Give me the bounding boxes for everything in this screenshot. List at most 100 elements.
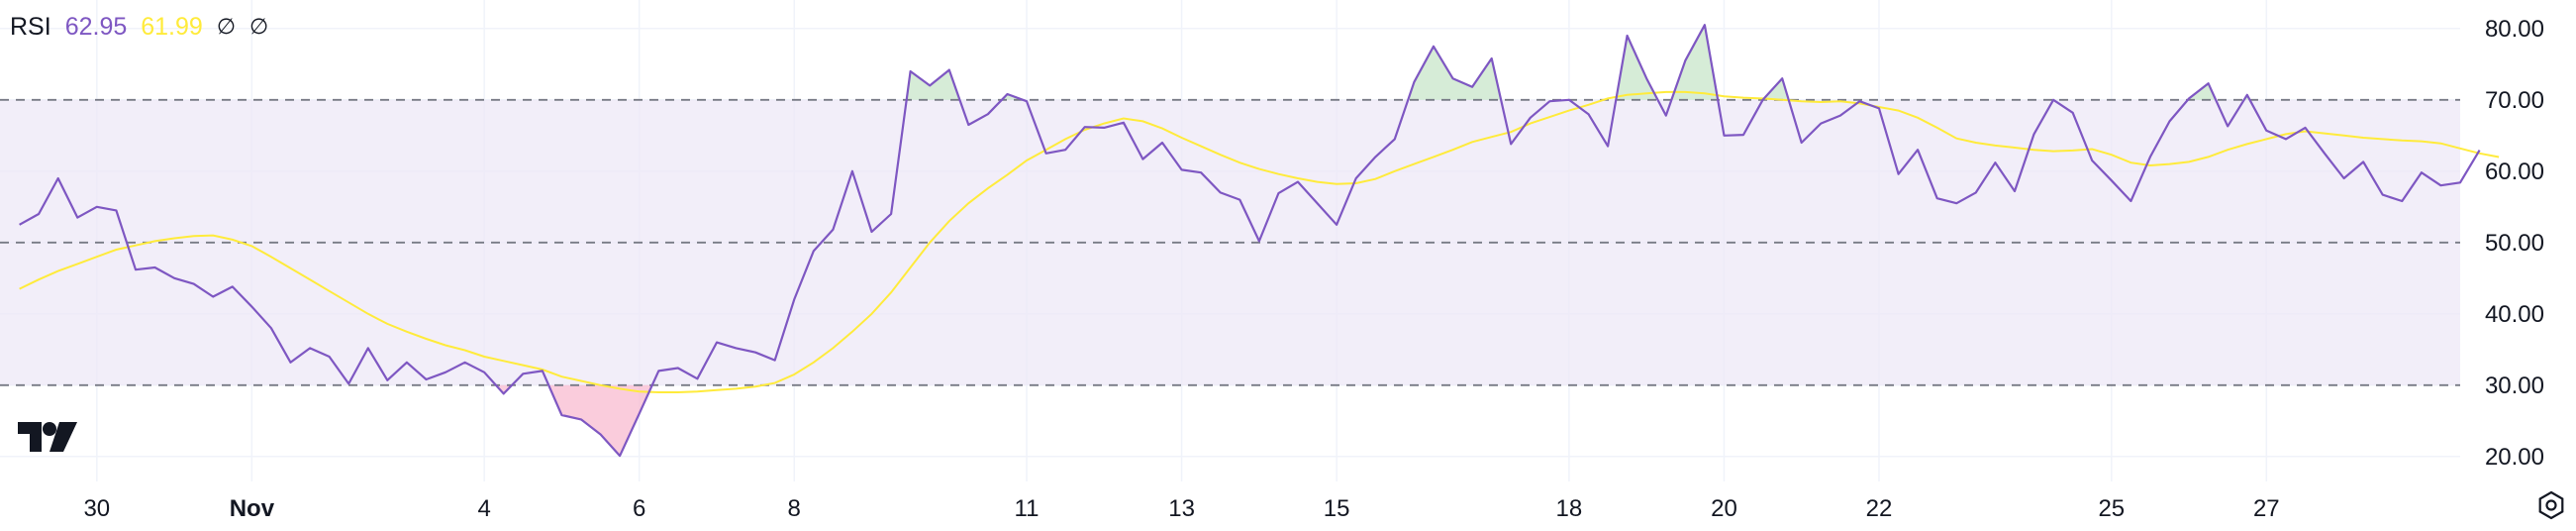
- rsi-point-76: [1490, 57, 1493, 60]
- rsi-point-107: [2091, 159, 2094, 162]
- y-tick-label-3: 50.00: [2485, 230, 2544, 257]
- y-tick-label-0: 80.00: [2485, 16, 2544, 43]
- rsi-point-126: [2459, 181, 2462, 184]
- rsi-point-79: [1548, 100, 1551, 103]
- rsi-point-27: [541, 370, 544, 372]
- rsi-point-53: [1044, 152, 1047, 155]
- rsi-point-22: [445, 371, 447, 373]
- rsi-point-6: [135, 268, 138, 271]
- rsi-point-61: [1200, 171, 1203, 174]
- y-tick-label-4: 40.00: [2485, 301, 2544, 328]
- rsi-point-51: [1006, 93, 1009, 96]
- y-axis-labels: 80.00 70.00 60.00 50.00 40.00 30.00 20.00: [2485, 16, 2544, 471]
- rsi-point-21: [425, 378, 428, 381]
- ma-current-value: 61.99: [141, 12, 203, 41]
- overbought-fill-3: [1616, 36, 1658, 100]
- rsi-point-16: [328, 356, 331, 359]
- x-tick-label-0: 30: [83, 495, 110, 522]
- rsi-point-64: [1257, 240, 1260, 243]
- rsi-point-96: [1878, 107, 1881, 110]
- rsi-point-42: [832, 228, 835, 231]
- rsi-point-112: [2188, 97, 2191, 100]
- rsi-current-value: 62.95: [64, 12, 128, 41]
- indicator-legend[interactable]: RSI 62.95 61.99 ∅ ∅: [10, 12, 268, 42]
- rsi-point-52: [1026, 100, 1029, 103]
- rsi-point-110: [2148, 156, 2151, 159]
- overbought-fill-2: [1408, 46, 1502, 100]
- rsi-point-50: [986, 113, 989, 116]
- rsi-point-4: [95, 205, 98, 208]
- rsi-point-59: [1161, 142, 1164, 145]
- overbought-fill-0: [906, 69, 960, 100]
- x-tick-label-5: 11: [1015, 495, 1040, 522]
- rsi-point-32: [638, 412, 641, 415]
- rsi-point-71: [1393, 138, 1396, 141]
- rsi-point-26: [522, 372, 525, 375]
- rsi-point-13: [269, 327, 272, 330]
- x-tick-label-6: 13: [1168, 495, 1195, 522]
- rsi-point-55: [1083, 126, 1086, 129]
- rsi-point-8: [173, 276, 176, 279]
- rsi-point-36: [716, 341, 719, 344]
- x-tick-label-8: 18: [1556, 495, 1583, 522]
- rsi-point-58: [1141, 158, 1144, 160]
- rsi-point-82: [1607, 145, 1610, 148]
- rsi-point-37: [735, 347, 738, 350]
- rsi-point-48: [947, 68, 950, 71]
- rsi-point-90: [1761, 98, 1764, 101]
- tradingview-logo-icon[interactable]: [16, 420, 79, 459]
- rsi-point-49: [967, 124, 970, 127]
- y-tick-label-6: 20.00: [2485, 444, 2544, 471]
- overbought-fill-4: [1671, 25, 1719, 100]
- rsi-point-121: [2362, 160, 2365, 163]
- rsi-point-84: [1645, 77, 1648, 80]
- x-axis-labels: 30 Nov 4 6 8 11 13 15 18 20 22 25 27: [83, 495, 2279, 522]
- rsi-point-99: [1935, 197, 1938, 200]
- rsi-point-46: [909, 70, 912, 73]
- rsi-point-1: [38, 213, 41, 216]
- rsi-point-108: [2110, 179, 2113, 182]
- rsi-point-29: [580, 418, 583, 421]
- rsi-point-87: [1703, 24, 1706, 27]
- hidden-value-glyph-1: ∅: [216, 14, 236, 39]
- rsi-point-23: [463, 361, 466, 364]
- gear-icon[interactable]: [2536, 490, 2566, 525]
- rsi-point-19: [386, 378, 389, 381]
- extreme-zone-fills: [495, 25, 2250, 457]
- rsi-point-57: [1122, 121, 1125, 124]
- x-tick-label-3: 6: [633, 495, 645, 522]
- rsi-point-111: [2168, 120, 2171, 123]
- rsi-band-lines: [0, 98, 2460, 386]
- rsi-point-102: [1994, 161, 1997, 164]
- rsi-point-78: [1529, 116, 1532, 119]
- rsi-point-11: [231, 285, 234, 288]
- rsi-point-94: [1838, 114, 1841, 117]
- rsi-point-118: [2304, 126, 2307, 129]
- rsi-point-0: [18, 223, 21, 226]
- rsi-point-77: [1510, 143, 1513, 146]
- rsi-point-119: [2324, 152, 2327, 155]
- rsi-point-92: [1800, 142, 1803, 145]
- rsi-point-60: [1180, 168, 1183, 171]
- rsi-point-85: [1664, 114, 1667, 117]
- hidden-value-glyph-2: ∅: [248, 14, 269, 39]
- x-tick-label-9: 20: [1711, 495, 1737, 522]
- rsi-point-97: [1897, 172, 1900, 175]
- rsi-point-100: [1955, 202, 1958, 205]
- y-tick-label-2: 60.00: [2485, 159, 2544, 185]
- rsi-point-69: [1354, 177, 1357, 180]
- rsi-point-35: [696, 377, 699, 380]
- rsi-point-65: [1277, 192, 1280, 195]
- rsi-point-56: [1103, 126, 1106, 129]
- rsi-point-101: [1974, 191, 1977, 194]
- rsi-point-91: [1781, 77, 1784, 80]
- rsi-point-123: [2401, 200, 2404, 203]
- rsi-point-125: [2439, 184, 2442, 187]
- rsi-point-103: [2014, 190, 2017, 193]
- rsi-point-81: [1587, 113, 1590, 116]
- indicator-name: RSI: [10, 12, 51, 41]
- rsi-point-116: [2265, 129, 2268, 132]
- rsi-point-86: [1684, 59, 1687, 62]
- rsi-point-67: [1316, 202, 1319, 205]
